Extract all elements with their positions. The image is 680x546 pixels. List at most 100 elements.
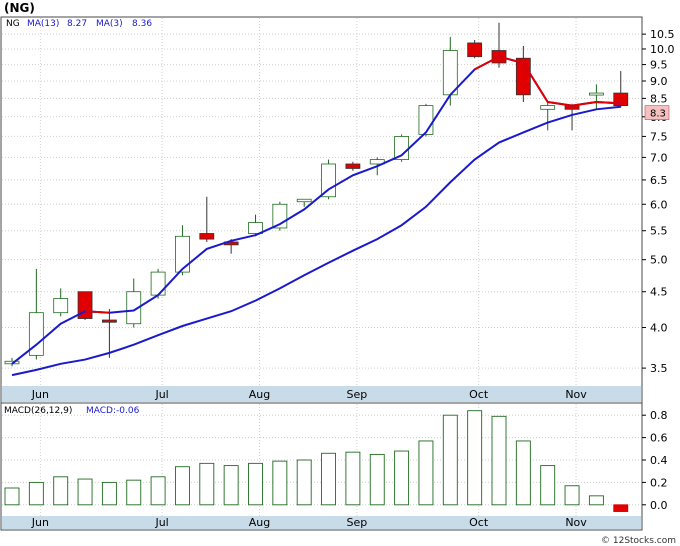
price-month-label: Jun bbox=[31, 388, 49, 401]
candle bbox=[321, 159, 336, 200]
macd-bar bbox=[272, 460, 288, 506]
ma3-down-segment bbox=[571, 100, 597, 107]
macd-bars bbox=[4, 410, 629, 512]
price-y-tick-label: 5.0 bbox=[650, 254, 668, 267]
legend-ma3-label: MA(3) bbox=[96, 19, 123, 29]
macd-bar bbox=[53, 476, 69, 506]
macd-bar bbox=[515, 440, 531, 506]
candle bbox=[53, 288, 69, 317]
ma3-down-segment bbox=[474, 55, 500, 71]
price-y-tick-label: 5.5 bbox=[650, 225, 668, 238]
price-y-tick-label: 10.0 bbox=[650, 43, 675, 56]
macd-bar bbox=[588, 495, 604, 506]
candle-body bbox=[175, 235, 190, 273]
candle-body bbox=[199, 233, 215, 240]
price-y-tick-label: 4.0 bbox=[650, 322, 668, 335]
price-y-tick-label: 8.5 bbox=[650, 92, 668, 105]
candle-body bbox=[418, 105, 434, 135]
candle bbox=[175, 225, 190, 276]
candle-body bbox=[102, 319, 117, 323]
candle bbox=[296, 198, 312, 207]
price-panel: Jun Jul Aug Sep Oct Nov 3.5 4.0 4.5 5.0 5.5 6.0 6.5… bbox=[0, 16, 675, 404]
price-y-tick-label: 6.0 bbox=[650, 198, 668, 211]
candle-body bbox=[321, 163, 336, 198]
macd-value: MACD:-0.06 bbox=[86, 406, 140, 416]
candle bbox=[199, 196, 215, 242]
candle-body bbox=[53, 298, 69, 314]
price-month-label: Sep bbox=[347, 388, 368, 401]
last-price-value: 8.3 bbox=[650, 109, 666, 120]
macd-bar bbox=[4, 487, 20, 506]
price-legend: NG MA(13) 8.27 MA(3) 8.36 bbox=[6, 19, 152, 29]
ma3-down-segment bbox=[522, 62, 549, 103]
macd-bar bbox=[613, 504, 629, 512]
ma3-down-segment bbox=[498, 55, 524, 64]
macd-y-tick-label: 0.2 bbox=[650, 476, 668, 489]
price-y-tick-label: 6.5 bbox=[650, 174, 668, 187]
price-y-tick-label: 4.5 bbox=[650, 286, 668, 299]
macd-bar bbox=[174, 466, 190, 506]
ma3-down-segment bbox=[547, 100, 573, 107]
macd-bar bbox=[418, 440, 434, 506]
macd-bar bbox=[150, 476, 166, 506]
moving-averages bbox=[11, 55, 621, 377]
candle-body bbox=[150, 271, 166, 296]
last-price-badge: 8.3 bbox=[644, 105, 670, 120]
candle bbox=[28, 268, 44, 360]
candle bbox=[394, 134, 410, 162]
candle bbox=[467, 39, 483, 59]
candle bbox=[345, 161, 361, 171]
price-month-label: Nov bbox=[565, 388, 587, 401]
candle bbox=[126, 278, 142, 328]
macd-y-tick-label: 0.4 bbox=[650, 454, 668, 467]
macd-month-label: Jun bbox=[31, 516, 49, 529]
watermark: © 12Stocks.com bbox=[601, 536, 676, 546]
ma3-down-segment bbox=[84, 310, 110, 314]
macd-y-tick-label: 0.6 bbox=[650, 432, 668, 445]
macd-bar bbox=[248, 462, 263, 506]
macd-panel: Jun Jul Aug Sep Oct Nov 0.0 0.2 0.4 0.6 0.8 MACD(… bbox=[0, 402, 668, 531]
macd-title: MACD(26,12,9) bbox=[4, 406, 72, 416]
candle-body bbox=[345, 163, 361, 169]
price-date-band bbox=[2, 386, 641, 402]
candle-body bbox=[126, 291, 142, 325]
macd-bar bbox=[491, 415, 507, 506]
candle bbox=[248, 214, 263, 237]
macd-month-label: Sep bbox=[347, 516, 368, 529]
candle bbox=[77, 291, 93, 321]
macd-y-tick-label: 0.0 bbox=[650, 499, 668, 512]
macd-month-labels: Jun Jul Aug Sep Oct Nov bbox=[31, 516, 588, 529]
macd-bar bbox=[77, 478, 93, 506]
candle-body bbox=[369, 159, 385, 165]
macd-date-band bbox=[2, 516, 641, 529]
candle-body bbox=[589, 92, 604, 96]
last-price-badge-box bbox=[644, 105, 670, 120]
price-y-tick-label: 10.5 bbox=[650, 28, 675, 41]
ma3-down-segment bbox=[596, 100, 621, 105]
price-month-label: Aug bbox=[249, 388, 270, 401]
macd-month-label: Jul bbox=[154, 516, 168, 529]
candle bbox=[589, 84, 604, 110]
candle bbox=[102, 309, 117, 358]
macd-bar bbox=[345, 451, 361, 506]
macd-y-axis: 0.0 0.2 0.4 0.6 0.8 bbox=[642, 409, 668, 512]
legend-symbol: NG bbox=[6, 19, 20, 29]
macd-month-label: Aug bbox=[249, 516, 270, 529]
price-month-label: Jul bbox=[154, 388, 168, 401]
macd-bar bbox=[540, 465, 556, 506]
candle-body bbox=[442, 50, 458, 96]
price-month-labels: Jun Jul Aug Sep Oct Nov bbox=[31, 388, 588, 401]
macd-y-tick-label: 0.8 bbox=[650, 409, 668, 422]
macd-bar bbox=[223, 465, 239, 506]
candle-body bbox=[467, 42, 483, 58]
macd-bar bbox=[101, 481, 117, 506]
legend-ma3-value: 8.36 bbox=[132, 19, 152, 29]
macd-bar bbox=[126, 479, 142, 506]
legend-ma13-label: MA(13) bbox=[27, 19, 59, 29]
macd-bar bbox=[394, 450, 410, 506]
macd-legend: MACD(26,12,9) MACD:-0.06 bbox=[4, 406, 140, 416]
price-y-axis: 3.54.04.55.05.56.06.57.07.58.08.59.09.51… bbox=[642, 28, 675, 375]
macd-month-label: Oct bbox=[469, 516, 489, 529]
ma13-line bbox=[11, 105, 621, 377]
macd-month-label: Nov bbox=[565, 516, 587, 529]
